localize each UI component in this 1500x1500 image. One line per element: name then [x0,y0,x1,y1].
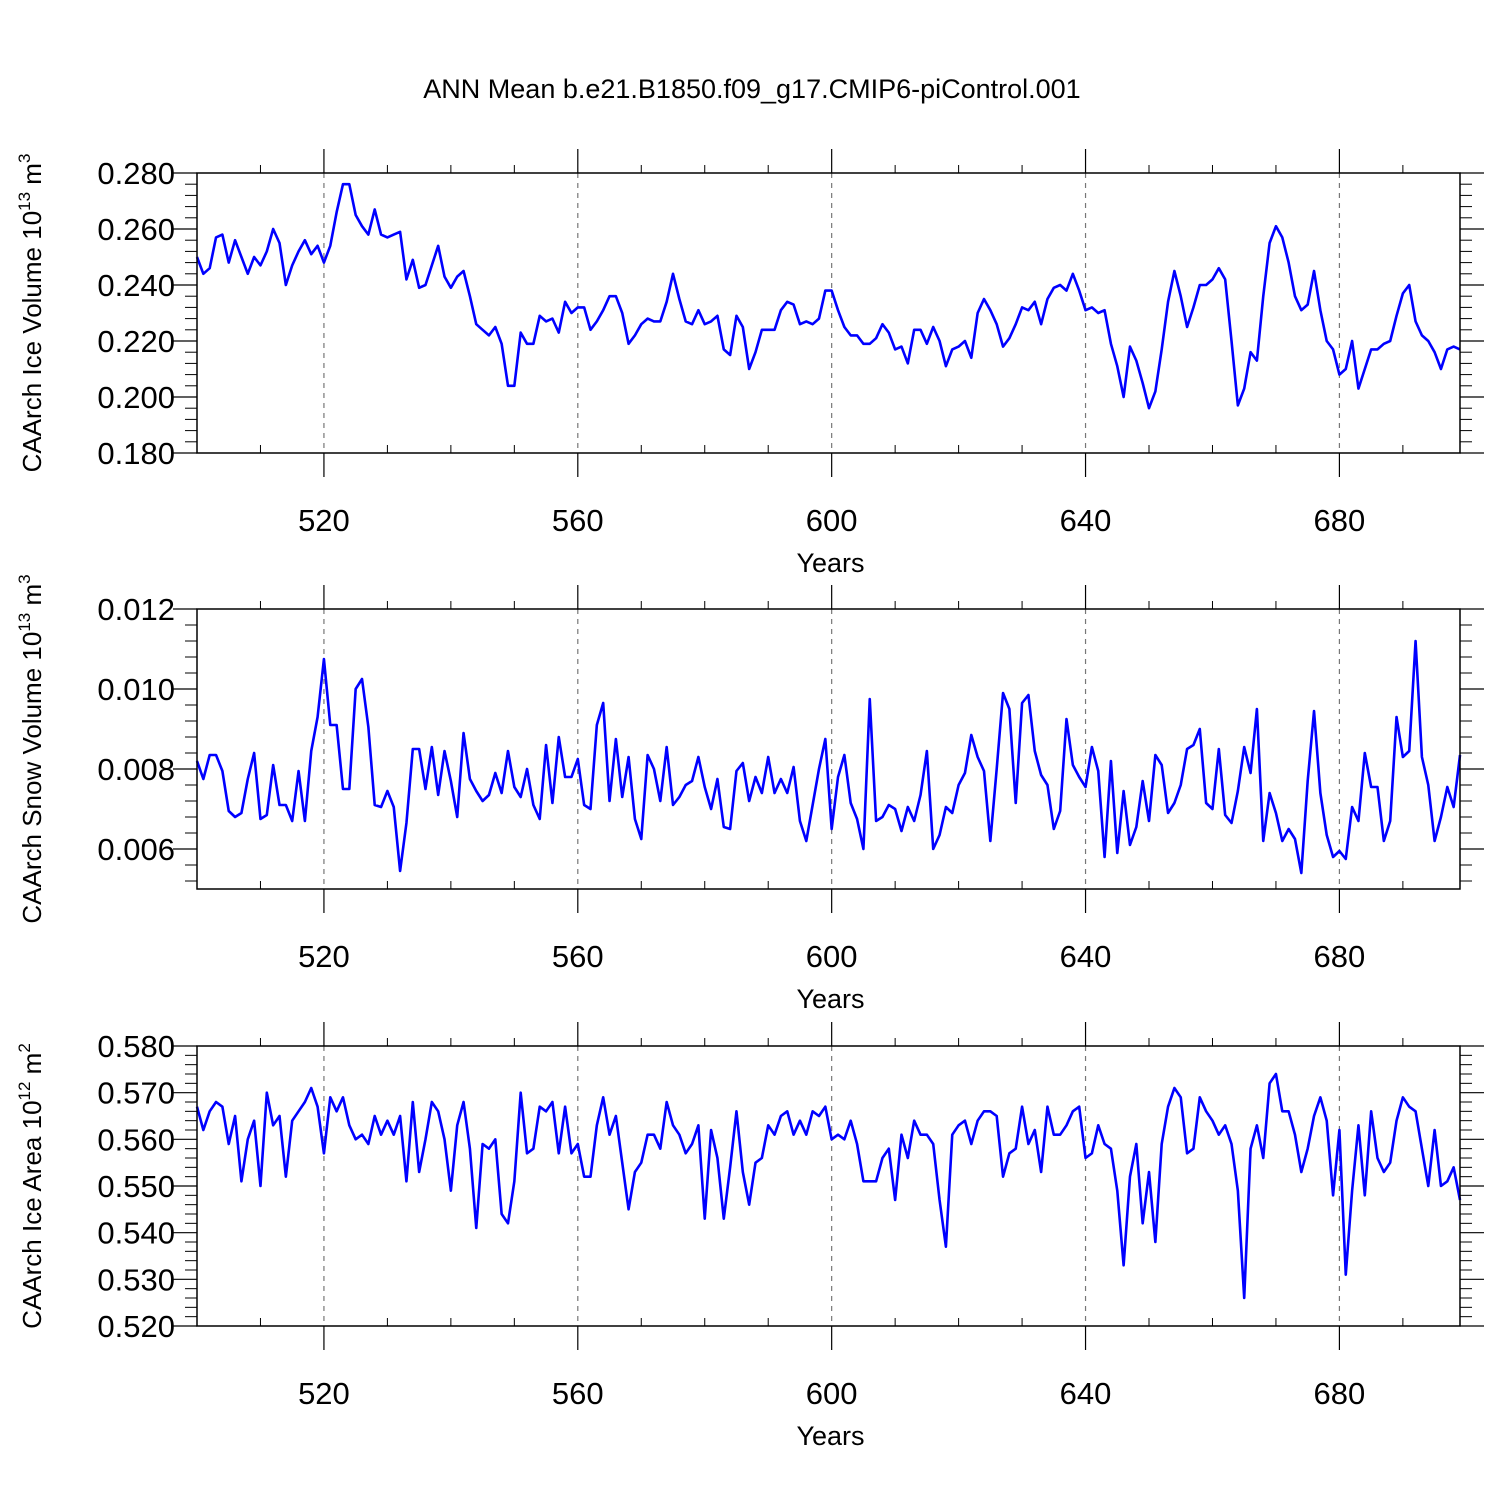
x-tick-label: 560 [552,939,604,974]
y-tick-label: 0.530 [97,1262,175,1297]
y-axis-label-text: CAArch Ice Volume 10 [17,211,47,473]
y-axis-label-text: CAArch Ice Area 10 [17,1100,47,1328]
x-tick-label: 520 [298,939,350,974]
plot-frame [196,1045,1461,1327]
y-axis-label-unit: m [17,584,47,613]
y-tick-label: 0.008 [97,752,175,787]
y-tick-label: 0.570 [97,1076,175,1111]
x-tick-label: 520 [298,503,350,538]
y-axis-label-unit: m [17,163,47,192]
x-tick-label: 640 [1060,503,1112,538]
chart-panel-1: 0.180 0.200 0.220 0.240 0.260 0.280 520 560 600 6… [15,149,1484,578]
chart-panel-2: 0.006 0.008 0.010 0.012 520 560 600 640 680 Years… [15,574,1484,1014]
y-axis-label-exponent: 13 [15,192,34,211]
chart-panel-3: 0.520 0.530 0.540 0.550 0.560 0.570 0.580 520 56… [15,1022,1484,1451]
y-tick-label: 0.260 [97,212,175,247]
data-series-line [195,639,1462,875]
x-tick-label: 600 [806,939,858,974]
x-tick-label: 560 [552,1376,604,1411]
y-axis-label-unit-exponent: 3 [15,574,34,583]
y-axis-label: CAArch Ice Area 1012 m2 [15,1043,47,1329]
x-axis-label: Years [796,548,864,578]
x-tick-label: 680 [1314,503,1366,538]
y-axis-label-exponent: 13 [15,613,34,632]
y-tick-label: 0.580 [97,1029,175,1064]
y-tick-label: 0.550 [97,1169,175,1204]
data-series-line [195,182,1461,410]
chart-panels: 0.180 0.200 0.220 0.240 0.260 0.280 520 560 600 6… [15,149,1484,1451]
x-axis-label: Years [796,1421,864,1451]
y-axis-label: CAArch Snow Volume 1013 m3 [15,574,47,923]
y-axis-label-unit: m [17,1053,47,1082]
y-axis-label-exponent: 12 [15,1082,34,1101]
x-tick-label: 600 [806,1376,858,1411]
x-tick-label: 680 [1314,939,1366,974]
x-tick-label: 680 [1314,1376,1366,1411]
plot-frame [196,608,1461,890]
x-tick-label: 640 [1060,939,1112,974]
y-axis-label-unit-exponent: 3 [15,154,34,163]
y-tick-label: 0.280 [97,156,175,191]
x-tick-label: 560 [552,503,604,538]
x-tick-label: 520 [298,1376,350,1411]
chart-title: ANN Mean b.e21.B1850.f09_g17.CMIP6-piCon… [423,74,1080,104]
y-tick-label: 0.560 [97,1122,175,1157]
y-tick-label: 0.520 [97,1309,175,1344]
y-tick-label: 0.180 [97,436,175,471]
plot-frame [196,172,1461,454]
y-tick-label: 0.010 [97,672,175,707]
y-tick-label: 0.240 [97,268,175,303]
x-tick-label: 640 [1060,1376,1112,1411]
y-tick-label: 0.220 [97,324,175,359]
y-tick-label: 0.540 [97,1216,175,1251]
y-tick-label: 0.200 [97,380,175,415]
data-series-line [195,1072,1462,1300]
y-tick-label: 0.006 [97,832,175,867]
x-tick-label: 600 [806,503,858,538]
x-axis-label: Years [796,984,864,1014]
y-axis-label: CAArch Ice Volume 1013 m3 [15,154,47,473]
y-axis-label-text: CAArch Snow Volume 10 [17,632,47,924]
y-tick-label: 0.012 [97,592,175,627]
y-axis-label-unit-exponent: 2 [15,1043,34,1052]
